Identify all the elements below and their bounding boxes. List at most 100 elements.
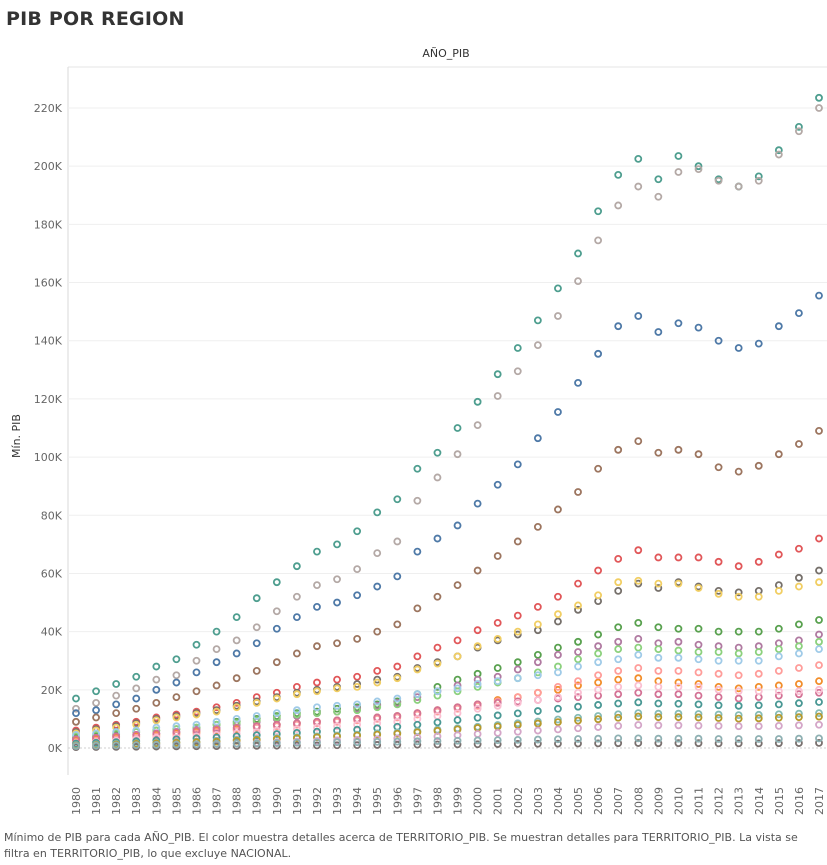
- x-tick-label: 1994: [351, 787, 364, 815]
- data-point: [353, 672, 362, 681]
- data-point: [574, 681, 582, 690]
- data-point: [353, 738, 362, 747]
- data-point: [292, 690, 301, 699]
- data-point: [533, 620, 542, 629]
- data-point: [554, 617, 562, 626]
- data-point: [533, 316, 542, 325]
- data-point: [594, 236, 603, 245]
- data-point: [112, 700, 121, 709]
- data-point: [493, 635, 502, 643]
- x-tick-label: 1999: [452, 787, 465, 815]
- data-point: [72, 704, 80, 713]
- data-point: [694, 668, 703, 677]
- data-point: [714, 710, 723, 719]
- data-point: [513, 658, 522, 667]
- data-point: [714, 721, 723, 730]
- data-point: [373, 667, 382, 675]
- data-point: [333, 704, 341, 713]
- data-point: [795, 309, 803, 317]
- x-tick-label: 1995: [371, 787, 384, 815]
- x-tick-label: 2017: [813, 787, 826, 815]
- data-point: [795, 123, 803, 131]
- data-point: [694, 165, 703, 173]
- data-point: [513, 709, 522, 718]
- data-point: [373, 697, 382, 706]
- data-point: [774, 691, 783, 700]
- data-point: [72, 717, 80, 726]
- data-point: [453, 450, 462, 459]
- data-point: [734, 588, 743, 597]
- data-point: [634, 674, 643, 683]
- data-point: [212, 707, 221, 716]
- data-point: [272, 709, 281, 717]
- data-point: [152, 662, 161, 671]
- data-point: [554, 592, 562, 601]
- data-point: [92, 713, 100, 722]
- data-point: [533, 707, 542, 715]
- data-point: [714, 735, 723, 743]
- data-point: [72, 694, 80, 703]
- data-point: [754, 461, 763, 470]
- data-point: [554, 683, 562, 691]
- data-point: [533, 739, 542, 748]
- data-point: [674, 709, 683, 718]
- x-tick-label: 1993: [331, 787, 344, 815]
- data-point: [393, 674, 402, 683]
- data-point: [393, 729, 402, 738]
- data-point: [413, 733, 422, 742]
- data-point: [192, 668, 201, 677]
- column-header: AÑO_PIB: [422, 47, 469, 60]
- x-tick-label: 1985: [170, 787, 183, 815]
- data-point: [473, 421, 482, 429]
- data-point: [533, 668, 542, 677]
- data-point: [513, 367, 522, 376]
- data-point: [513, 627, 522, 636]
- data-point: [473, 566, 482, 575]
- data-point: [493, 480, 502, 489]
- data-point: [473, 730, 482, 738]
- data-point: [92, 699, 100, 707]
- data-point: [574, 637, 582, 646]
- data-point: [353, 527, 362, 536]
- data-point: [533, 651, 542, 659]
- data-point: [493, 699, 502, 707]
- data-point: [232, 715, 241, 723]
- data-point: [795, 440, 803, 448]
- data-point: [734, 739, 743, 748]
- data-point: [192, 640, 201, 649]
- data-point: [252, 667, 261, 675]
- data-point: [614, 734, 623, 743]
- data-point: [373, 508, 382, 517]
- data-point: [292, 706, 301, 715]
- data-point: [413, 665, 422, 674]
- data-point: [594, 723, 603, 731]
- x-tick-label: 2007: [612, 787, 625, 815]
- data-point: [72, 709, 80, 717]
- data-point: [313, 738, 321, 747]
- data-point: [92, 706, 100, 715]
- data-point: [353, 720, 362, 729]
- data-point: [433, 592, 442, 601]
- data-point: [815, 630, 823, 639]
- data-point: [574, 713, 582, 722]
- data-point: [333, 675, 341, 684]
- data-point: [393, 737, 402, 746]
- data-point: [815, 291, 823, 300]
- data-point: [774, 150, 783, 159]
- data-point: [614, 667, 623, 675]
- data-point: [754, 648, 763, 656]
- data-point: [674, 152, 683, 160]
- data-point: [614, 445, 623, 454]
- gridlines: [68, 107, 827, 749]
- data-point: [232, 703, 241, 712]
- caption: Mínimo de PIB para cada AÑO_PIB. El colo…: [4, 831, 798, 860]
- data-point: [473, 736, 482, 745]
- data-point: [815, 93, 823, 102]
- data-point: [554, 715, 562, 724]
- data-point: [674, 653, 683, 662]
- data-point: [554, 739, 562, 748]
- data-point: [774, 645, 783, 653]
- data-point: [614, 721, 623, 730]
- data-point: [614, 690, 623, 699]
- data-point: [614, 675, 623, 684]
